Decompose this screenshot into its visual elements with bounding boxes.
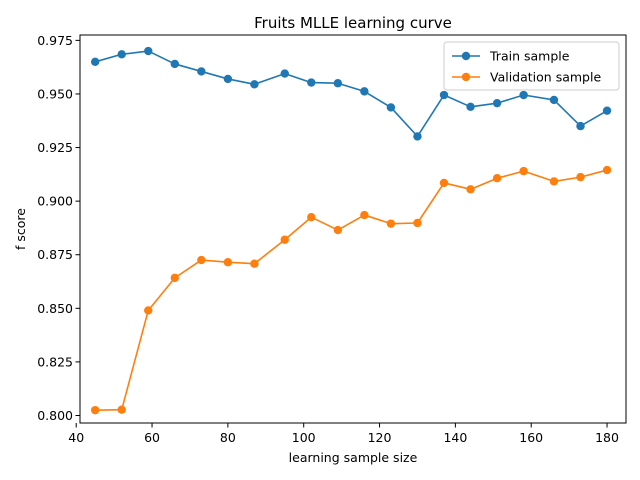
data-point xyxy=(144,306,153,315)
series-layer xyxy=(90,46,612,415)
data-point xyxy=(466,102,475,112)
y-tick-label: 0.800 xyxy=(37,408,73,423)
data-point xyxy=(223,74,233,84)
series-line-2 xyxy=(95,169,608,411)
data-point xyxy=(602,106,612,115)
data-point xyxy=(519,90,528,100)
legend-label: Train sample xyxy=(489,49,570,64)
data-point xyxy=(602,165,612,175)
plot-frame xyxy=(79,34,627,424)
y-tick-label: 0.950 xyxy=(37,86,73,101)
data-point xyxy=(439,90,449,100)
data-point xyxy=(519,166,528,176)
x-tick-label: 160 xyxy=(519,430,543,445)
legend-box xyxy=(443,41,620,91)
data-point xyxy=(576,121,585,131)
data-point xyxy=(307,78,316,87)
data-point xyxy=(197,67,206,76)
data-point xyxy=(90,405,100,415)
data-point xyxy=(117,405,126,414)
data-point xyxy=(90,57,100,66)
data-point xyxy=(280,235,289,244)
data-point xyxy=(280,69,289,78)
x-tick-label: 60 xyxy=(144,430,160,445)
chart-title: Fruits MLLE learning curve xyxy=(254,14,452,32)
x-tick-label: 100 xyxy=(292,430,316,445)
y-axis: 0.800 0.825 0.850 0.875 0.900 0.925 0.950 0.975 xyxy=(37,33,80,423)
y-tick-label: 0.875 xyxy=(37,247,73,262)
data-point xyxy=(492,173,502,183)
data-point xyxy=(197,255,206,265)
data-point xyxy=(223,258,233,267)
x-tick-label: 120 xyxy=(368,430,392,445)
x-tick-label: 140 xyxy=(443,430,467,445)
x-tick-label: 180 xyxy=(595,430,619,445)
data-point xyxy=(333,225,343,235)
y-tick-label: 0.975 xyxy=(37,33,73,48)
data-point xyxy=(386,103,396,112)
x-tick-label: 40 xyxy=(68,430,84,445)
x-axis: 40 60 80 100 120 140 160 180 xyxy=(68,423,619,445)
legend-label: Validation sample xyxy=(490,70,601,85)
data-point xyxy=(307,213,316,222)
data-point xyxy=(549,177,559,186)
legend-marker xyxy=(461,51,471,61)
y-tick-label: 0.925 xyxy=(37,140,73,155)
x-tick-label: 80 xyxy=(220,430,236,445)
y-tick-label: 0.900 xyxy=(37,194,73,209)
data-point xyxy=(144,46,153,56)
series-line-1 xyxy=(94,50,608,138)
data-point xyxy=(492,98,502,108)
data-point xyxy=(386,219,396,228)
data-point xyxy=(413,132,422,141)
data-point xyxy=(250,80,259,89)
data-point xyxy=(333,79,343,88)
data-point xyxy=(549,95,559,105)
y-axis-label: f score xyxy=(13,208,28,250)
data-point xyxy=(466,185,475,194)
data-point xyxy=(413,218,422,228)
data-point xyxy=(170,59,179,69)
data-point xyxy=(360,87,369,96)
data-point xyxy=(360,210,369,220)
data-point xyxy=(576,172,585,182)
y-tick-label: 0.825 xyxy=(37,354,73,369)
data-point xyxy=(439,178,449,188)
y-tick-label: 0.850 xyxy=(37,301,73,316)
data-point xyxy=(117,50,126,59)
legend-marker xyxy=(461,72,471,82)
data-point xyxy=(250,259,259,268)
data-point xyxy=(170,273,179,283)
legend: Train sample Validation sample xyxy=(443,41,620,91)
x-axis-label: learning sample size xyxy=(289,450,418,465)
